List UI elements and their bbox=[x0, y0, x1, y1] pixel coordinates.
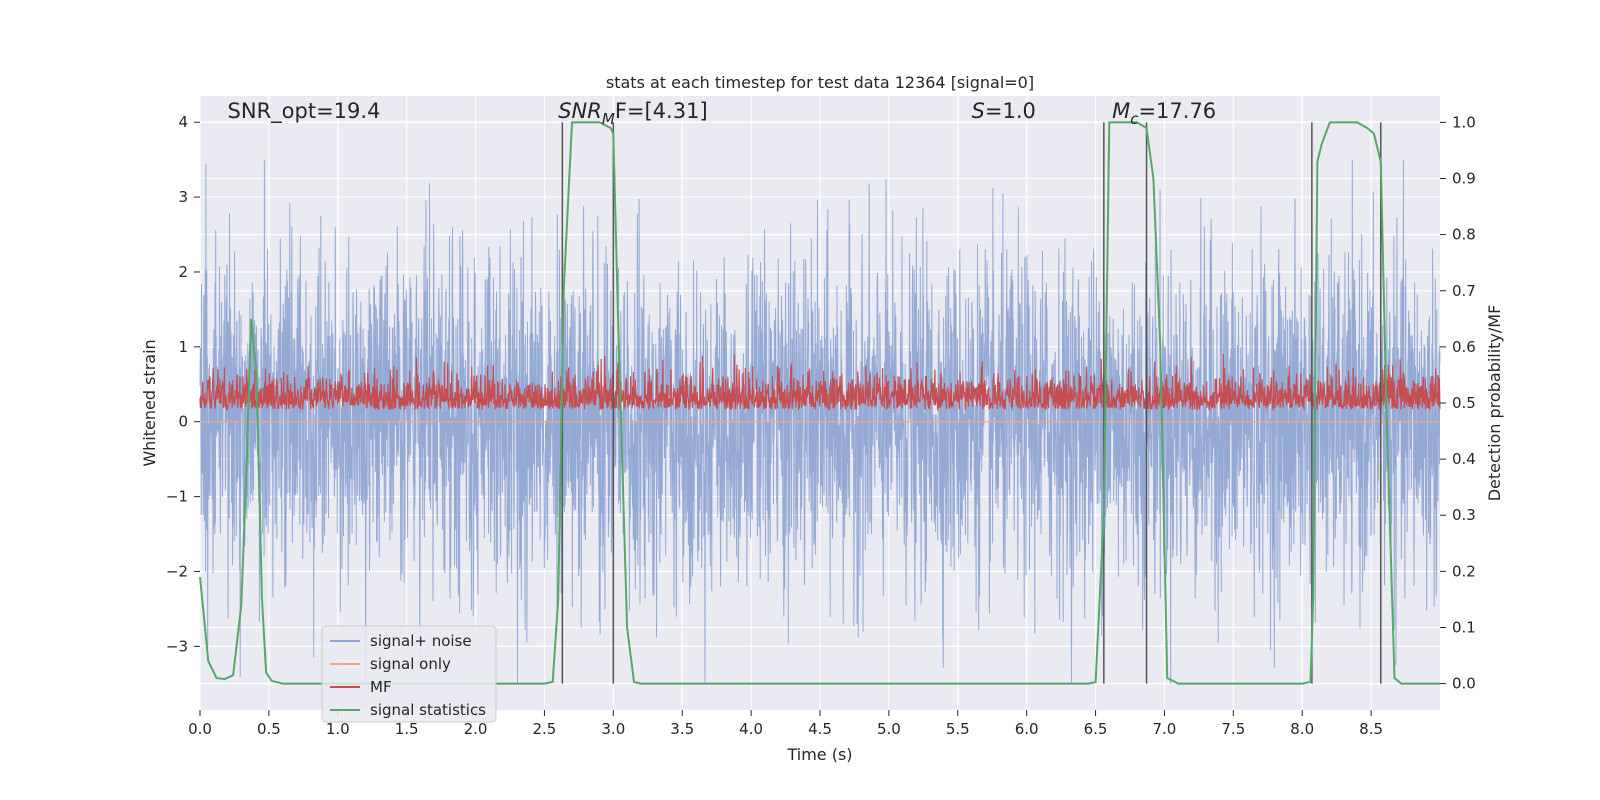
legend: signal+ noise signal only MF signal statist… bbox=[321, 625, 497, 723]
x-tick-label: 6.0 bbox=[1015, 720, 1039, 738]
legend-label: signal+ noise bbox=[370, 632, 472, 650]
y2-tick-label: 0.4 bbox=[1452, 450, 1476, 468]
chart-title: stats at each timestep for test data 123… bbox=[606, 73, 1034, 92]
y2-tick-label: 0.8 bbox=[1452, 226, 1476, 244]
annotation-sub: M bbox=[602, 110, 615, 128]
legend-label: MF bbox=[370, 678, 392, 696]
x-axis-ticks: 0.0 0.5 1.0 1.5 2.0 2.5 3.0 3.5 4.0 4.5 5.0 5.5 6.0 6… bbox=[188, 710, 1383, 738]
y2-tick-label: 1.0 bbox=[1452, 113, 1476, 131]
y2-tick-label: 0.9 bbox=[1452, 170, 1476, 188]
x-tick-label: 7.0 bbox=[1153, 720, 1177, 738]
annotation-mc-value: Mc=17.76 bbox=[1112, 99, 1216, 128]
y2-tick-label: 0.3 bbox=[1452, 506, 1476, 524]
y-tick-label: 4 bbox=[178, 113, 188, 131]
y-tick-label: 0 bbox=[178, 413, 188, 431]
x-tick-label: 2.5 bbox=[533, 720, 557, 738]
annotation-main: SNR bbox=[558, 99, 602, 123]
y-tick-label: −2 bbox=[166, 562, 188, 580]
annotation-s-value: S=1.0 bbox=[972, 99, 1036, 123]
x-tick-label: 8.0 bbox=[1290, 720, 1314, 738]
annotation-tail: F=[4.31] bbox=[615, 99, 708, 123]
annotation-snr-mf: SNRMF=[4.31] bbox=[558, 99, 707, 128]
x-tick-label: 0.0 bbox=[188, 720, 212, 738]
x-tick-label: 1.5 bbox=[395, 720, 419, 738]
x-tick-label: 1.0 bbox=[326, 720, 350, 738]
legend-box bbox=[321, 625, 497, 723]
x-tick-label: 6.5 bbox=[1084, 720, 1108, 738]
x-tick-label: 0.5 bbox=[257, 720, 281, 738]
y2-axis-ticks: 0.0 0.1 0.2 0.3 0.4 0.5 0.6 0.7 0.8 0.9 1.0 bbox=[1440, 113, 1476, 693]
annotation-tail: =17.76 bbox=[1138, 99, 1216, 123]
y2-tick-label: 0.1 bbox=[1452, 618, 1476, 636]
mf-series bbox=[199, 353, 1441, 412]
y-tick-label: −3 bbox=[166, 637, 188, 655]
y-tick-label: 3 bbox=[178, 188, 188, 206]
x-tick-label: 5.5 bbox=[946, 720, 970, 738]
x-tick-label: 5.0 bbox=[877, 720, 901, 738]
mf-line bbox=[199, 353, 1441, 412]
vertical-markers bbox=[561, 122, 1382, 684]
x-axis-title: Time (s) bbox=[786, 745, 852, 764]
y-tick-label: 2 bbox=[178, 263, 188, 281]
annotation-main: S bbox=[972, 99, 985, 123]
annotation-sub: c bbox=[1130, 110, 1139, 128]
signal-statistics-series bbox=[199, 121, 1440, 685]
annotations: SNR_opt=19.4 SNRMF=[4.31] S=1.0 Mc=17.76 bbox=[228, 99, 1217, 128]
x-tick-label: 3.5 bbox=[670, 720, 694, 738]
signal-statistics-line bbox=[199, 121, 1440, 685]
legend-label: signal only bbox=[370, 655, 451, 673]
x-tick-label: 4.5 bbox=[808, 720, 832, 738]
legend-label: signal statistics bbox=[370, 701, 486, 719]
x-tick-label: 2.0 bbox=[464, 720, 488, 738]
y2-tick-label: 0.5 bbox=[1452, 394, 1476, 412]
annotation-snr-opt: SNR_opt=19.4 bbox=[228, 99, 381, 124]
y-axis-title: Whitened strain bbox=[140, 339, 159, 466]
annotation-tail: =1.0 bbox=[985, 99, 1036, 123]
y-axis-ticks: −3 −2 −1 0 1 2 3 4 bbox=[166, 113, 200, 655]
y2-tick-label: 0.2 bbox=[1452, 562, 1476, 580]
y-tick-label: −1 bbox=[166, 488, 188, 506]
y2-tick-label: 0.0 bbox=[1452, 675, 1476, 693]
x-tick-label: 4.0 bbox=[739, 720, 763, 738]
y2-tick-label: 0.7 bbox=[1452, 282, 1476, 300]
x-tick-label: 7.5 bbox=[1221, 720, 1245, 738]
y2-tick-label: 0.6 bbox=[1452, 338, 1476, 356]
x-tick-label: 8.5 bbox=[1359, 720, 1383, 738]
annotation-main: M bbox=[1112, 99, 1130, 123]
y2-axis-title: Detection probability/MF bbox=[1485, 305, 1504, 502]
x-tick-label: 3.0 bbox=[601, 720, 625, 738]
y-tick-label: 1 bbox=[178, 338, 188, 356]
